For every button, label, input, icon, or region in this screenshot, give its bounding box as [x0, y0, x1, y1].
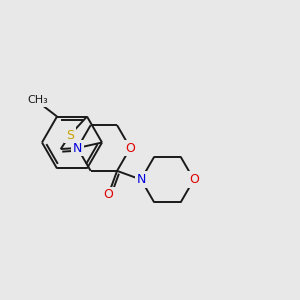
Text: O: O	[103, 188, 113, 201]
Text: N: N	[136, 173, 146, 186]
Text: O: O	[125, 142, 135, 154]
Text: CH₃: CH₃	[27, 95, 48, 105]
Text: O: O	[189, 173, 199, 186]
Text: N: N	[73, 142, 82, 154]
Text: N: N	[73, 142, 82, 154]
Text: S: S	[66, 128, 74, 142]
